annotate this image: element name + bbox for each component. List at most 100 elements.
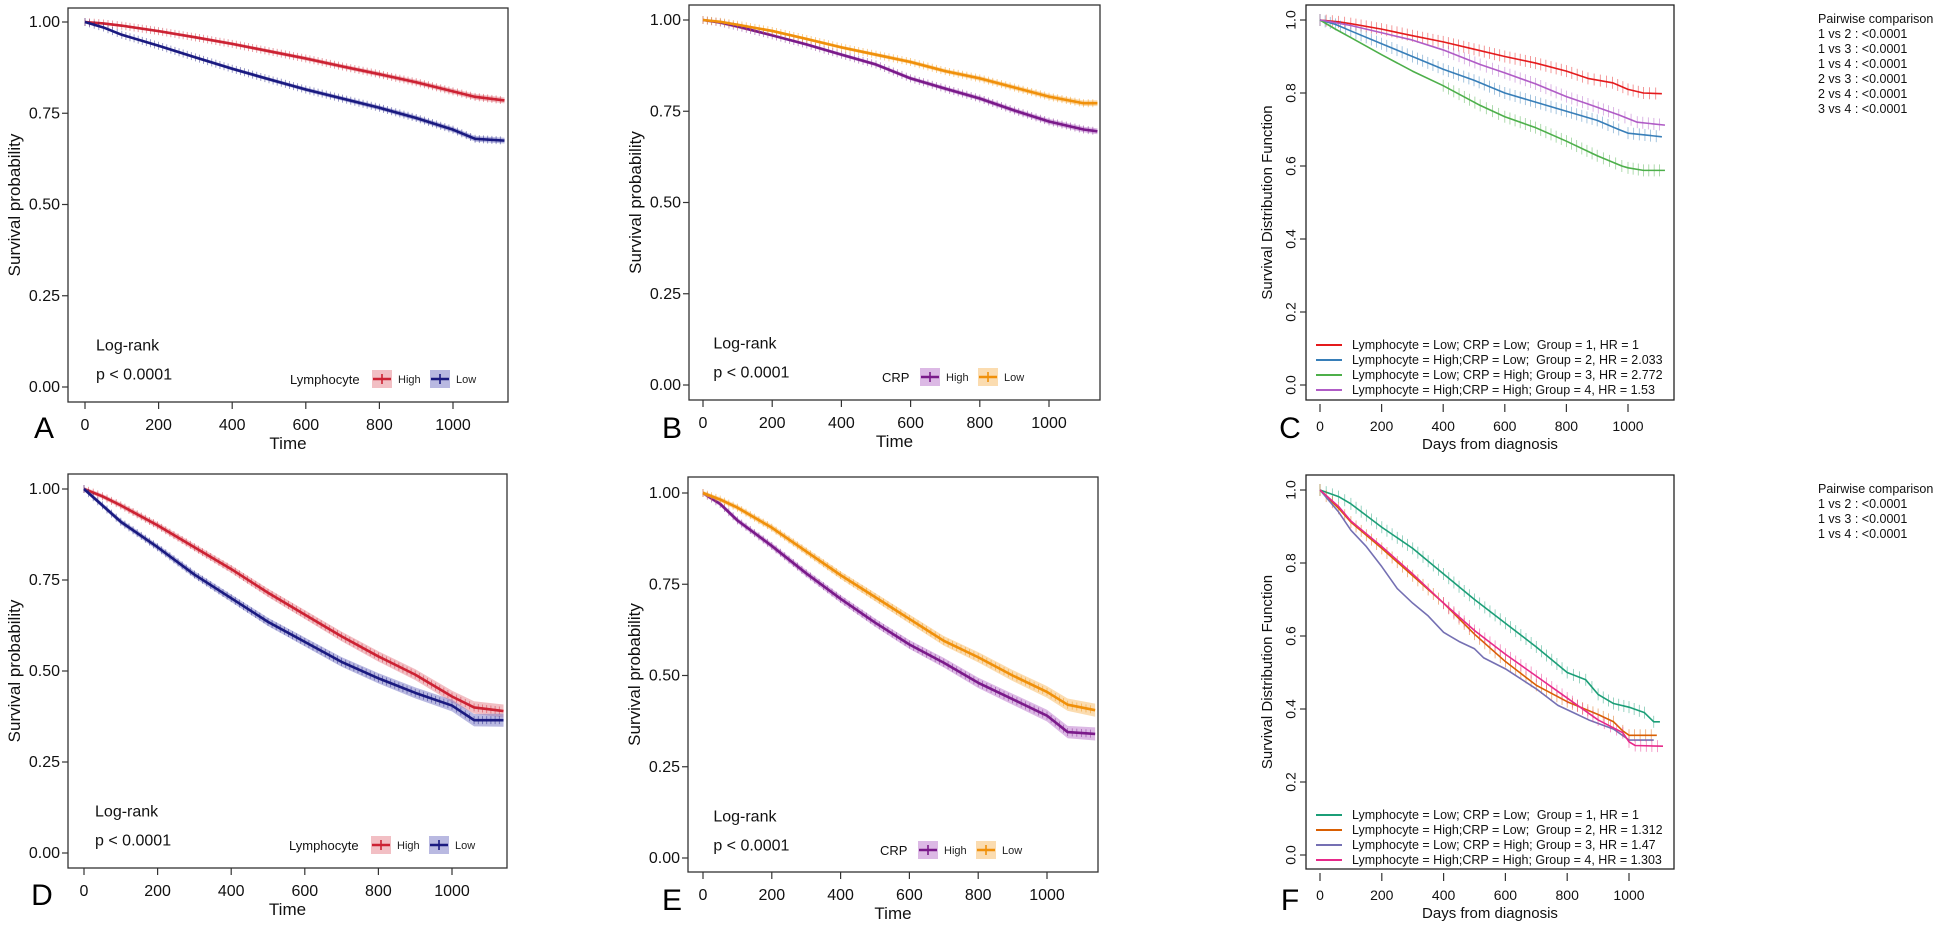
legend-label: Low: [1002, 845, 1022, 857]
plot-frame: [1305, 4, 1675, 401]
y-tick-label: 0.50: [29, 663, 60, 680]
y-tick-label: 0.50: [29, 197, 60, 214]
y-tick-label: 1.0: [1283, 480, 1299, 500]
legend: Lymphocyte High Low: [290, 370, 476, 388]
x-tick-label: 800: [1556, 887, 1580, 903]
y-tick-label: 0.00: [649, 850, 680, 867]
legend: CRP High Low: [882, 368, 1024, 386]
y-tick-label: 0.4: [1283, 699, 1299, 719]
plot-frame: [687, 476, 1099, 873]
plot-frame: [1305, 474, 1675, 870]
panel-a-lymphocyte-km: 0.00 0.25 0.50 0.75 1.00 0 200 400 600 800 1000 Tim…: [5, 7, 509, 453]
legend-title: CRP: [882, 370, 909, 385]
y-axis-label: Survival probability: [625, 603, 644, 746]
legend: CRP High Low: [880, 841, 1022, 859]
y-tick-label: 0.2: [1283, 772, 1299, 792]
panel-e-crp-km: 0.00 0.25 0.50 0.75 1.00 0 200 400 600 800 1000 Tim…: [625, 476, 1099, 923]
x-axis-label: Time: [876, 432, 913, 451]
series-1: [83, 485, 504, 718]
y-tick-label: 1.00: [649, 485, 680, 502]
panel-letter: A: [34, 412, 54, 445]
y-tick-label: 0.50: [650, 195, 681, 212]
y-tick-label: 0.50: [649, 668, 680, 685]
x-tick-label: 400: [218, 883, 245, 900]
legend-label: High: [397, 840, 420, 852]
y-tick-label: 0.75: [29, 572, 60, 589]
series-1: [84, 18, 505, 104]
series-3: [1319, 489, 1654, 741]
y-tick-label: 0.8: [1283, 553, 1299, 573]
x-axis-label: Days from diagnosis: [1422, 436, 1558, 453]
x-tick-label: 400: [219, 417, 246, 434]
x-tick-label: 600: [897, 415, 924, 432]
y-tick-label: 0.75: [29, 105, 60, 122]
series-2: [83, 485, 504, 727]
x-tick-label: 800: [365, 883, 392, 900]
y-axis-label: Survival probability: [5, 133, 24, 276]
x-tick-label: 200: [145, 417, 172, 434]
x-tick-label: 800: [966, 415, 993, 432]
legend-label: High: [398, 374, 421, 386]
logrank-label: Log-rank: [96, 338, 160, 355]
series-2: [702, 16, 1098, 108]
panel-letter: B: [662, 412, 682, 445]
x-tick-label: 200: [1370, 418, 1394, 434]
y-tick-label: 0.25: [649, 759, 680, 776]
y-tick-label: 1.0: [1283, 10, 1299, 30]
survival-curve: [1319, 489, 1654, 741]
y-tick-label: 0.2: [1283, 302, 1299, 322]
logrank-label: Log-rank: [713, 809, 777, 826]
y-tick-label: 0.00: [650, 377, 681, 394]
x-tick-label: 0: [699, 415, 708, 432]
x-tick-label: 0: [81, 417, 90, 434]
series-2: [1319, 14, 1662, 143]
pairwise-row: 1 vs 4 : <0.0001: [1818, 57, 1907, 71]
y-tick-label: 0.25: [650, 286, 681, 303]
x-tick-label: 600: [291, 883, 318, 900]
x-tick-label: 800: [965, 887, 992, 904]
legend-label: Lymphocyte = High;CRP = Low; Group = 2, …: [1352, 353, 1663, 367]
legend-title: CRP: [880, 843, 907, 858]
x-axis-label: Time: [269, 900, 306, 919]
x-tick-label: 1000: [1031, 415, 1067, 432]
y-tick-label: 0.25: [29, 754, 60, 771]
panel-letter: E: [662, 884, 682, 917]
legend: Lymphocyte = Low; CRP = Low; Group = 1, …: [1316, 338, 1663, 397]
x-tick-label: 400: [827, 887, 854, 904]
legend-label: Lymphocyte = Low; CRP = High; Group = 3,…: [1352, 838, 1656, 852]
x-tick-label: 400: [1432, 887, 1456, 903]
legend-label: High: [946, 372, 969, 384]
pairwise-row: 1 vs 4 : <0.0001: [1818, 527, 1907, 541]
panel-letter: C: [1279, 412, 1301, 445]
p-value-label: p < 0.0001: [95, 833, 171, 850]
pairwise-row: 1 vs 3 : <0.0001: [1818, 512, 1907, 526]
logrank-label: Log-rank: [95, 804, 159, 821]
x-tick-label: 1000: [434, 883, 470, 900]
y-tick-label: 0.0: [1283, 375, 1299, 395]
p-value-label: p < 0.0001: [713, 838, 789, 855]
plot-frame: [67, 7, 509, 403]
y-tick-label: 1.00: [29, 14, 60, 31]
series-4: [1319, 19, 1666, 131]
survival-curve: [84, 20, 505, 102]
panel-b-crp-km: 0.00 0.25 0.50 0.75 1.00 0 200 400 600 800 1000 Tim…: [626, 4, 1101, 451]
logrank-label: Log-rank: [713, 336, 777, 353]
pairwise-title: Pairwise comparison: [1818, 12, 1933, 26]
y-tick-label: 0.4: [1283, 229, 1299, 249]
x-axis-label: Days from diagnosis: [1422, 905, 1558, 922]
legend-label: Lymphocyte = High;CRP = High; Group = 4,…: [1352, 383, 1655, 397]
legend: Lymphocyte High Low: [289, 836, 475, 854]
x-tick-label: 600: [1494, 887, 1518, 903]
y-tick-label: 0.75: [650, 103, 681, 120]
y-tick-label: 0.6: [1283, 156, 1299, 176]
pairwise-row: 3 vs 4 : <0.0001: [1818, 102, 1907, 116]
pairwise-title: Pairwise comparison: [1818, 482, 1933, 496]
x-tick-label: 0: [1316, 418, 1324, 434]
legend-label: Lymphocyte = Low; CRP = Low; Group = 1, …: [1352, 338, 1639, 352]
x-tick-label: 600: [896, 887, 923, 904]
x-axis-label: Time: [269, 434, 306, 453]
pairwise-row: 2 vs 3 : <0.0001: [1818, 72, 1907, 86]
